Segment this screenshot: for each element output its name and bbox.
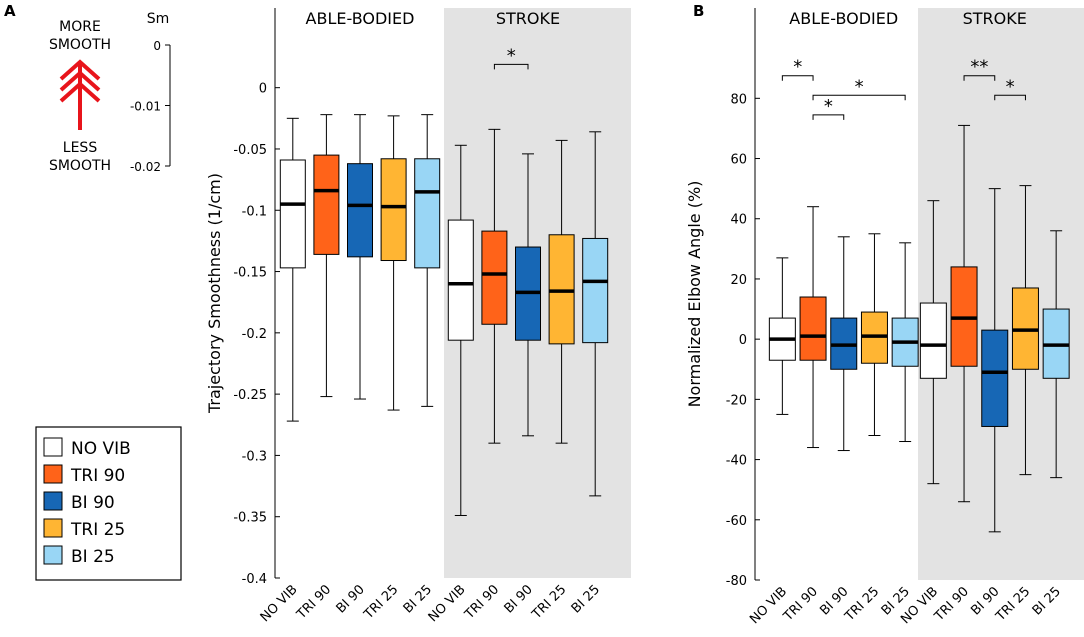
x-tick-label: TRI 25 (842, 584, 883, 625)
box-iqr (447, 219, 474, 341)
y-tick-label: -0.35 (233, 511, 267, 526)
box-iqr (481, 230, 508, 325)
y-tick-label: -0.05 (233, 143, 267, 158)
x-tick-label: TRI 25 (361, 582, 402, 623)
y-axis-label: Normalized Elbow Angle (%) (685, 181, 704, 408)
y-tick-label: -0.15 (233, 266, 267, 281)
x-tick-label: TRI 90 (931, 584, 972, 625)
legend-label: BI 25 (71, 547, 115, 567)
box-iqr (582, 237, 609, 344)
box-iqr (380, 158, 407, 262)
significance-bracket (493, 63, 529, 70)
inset-tick-label: 0 (153, 39, 161, 53)
legend-swatch (43, 518, 63, 538)
legend-label: TRI 90 (70, 466, 125, 486)
y-tick-label: -0.1 (242, 204, 267, 219)
legend-label: BI 90 (71, 493, 115, 513)
legend-items: NO VIB TRI 90 BI 90 TRI 25 BI 25 (43, 437, 131, 567)
smoothness-inset: MORE SMOOTH LESS SMOOTH Sm 0 -0.01 -0.02 (49, 11, 171, 174)
legend: NO VIB TRI 90 BI 90 TRI 25 BI 25 (35, 426, 182, 581)
y-tick-label: -80 (726, 574, 747, 589)
group-label: STROKE (963, 9, 1027, 28)
box-iqr (347, 163, 373, 258)
group-label: ABLE-BODIED (789, 9, 898, 28)
significance-marker: * (793, 57, 802, 78)
x-tick-label: TRI 90 (780, 584, 821, 625)
x-tick-label: TRI 90 (462, 582, 503, 623)
y-tick-label: -0.2 (242, 327, 267, 342)
box-iqr (279, 159, 306, 269)
stroke-shaded-region (918, 8, 1084, 580)
legend-swatch (43, 437, 63, 457)
legend-swatch (43, 491, 63, 511)
inset-less-label: LESS (63, 140, 98, 156)
y-tick-label: 80 (730, 92, 747, 107)
significance-bracket (812, 114, 845, 120)
x-tick-label: TRI 90 (294, 582, 335, 623)
arrow-chevron (59, 70, 101, 92)
panel-b-label: B (693, 2, 704, 20)
significance-bracket (963, 75, 996, 81)
inset-more-label: MORE (59, 19, 101, 35)
x-tick-label: BI 25 (569, 582, 603, 616)
panel-a-label: A (4, 2, 16, 20)
inset-axis-title: Sm (147, 11, 170, 27)
group-label: STROKE (496, 9, 560, 28)
y-tick-label: 20 (730, 273, 747, 288)
inset-ticks: 0 -0.01 -0.02 (130, 39, 170, 174)
significance-marker: * (507, 45, 516, 66)
box-iqr (799, 296, 827, 361)
panel-b-chart: 80 60 40 20 0 -20 -40 -60 -80 Normalized Elbow An… (685, 8, 1084, 627)
inset-tick-label: -0.01 (130, 100, 161, 114)
arrow-chevron (59, 59, 101, 81)
inset-tick-label: -0.02 (130, 160, 161, 174)
legend-swatch (43, 464, 63, 484)
inset-smooth-label-top: SMOOTH (49, 37, 111, 53)
y-tick-label: -0.4 (242, 572, 267, 587)
arrow-chevron (59, 81, 101, 103)
significance-bracket (781, 75, 814, 81)
x-tick-label: NO VIB (747, 584, 790, 627)
significance-marker: ** (970, 57, 988, 78)
x-tick-label: NO VIB (258, 582, 301, 625)
box-iqr (313, 154, 340, 255)
legend-label: NO VIB (71, 439, 131, 459)
legend-swatch (43, 545, 63, 565)
y-tick-label: 40 (730, 213, 747, 228)
significance-marker: * (1006, 76, 1015, 97)
y-tick-label: 0 (739, 333, 747, 348)
significance-bracket (994, 94, 1026, 101)
legend-label: TRI 25 (70, 520, 125, 540)
significance-bracket (812, 94, 906, 101)
more-smooth-arrow-icon (59, 59, 101, 130)
inset-smooth-label-bottom: SMOOTH (49, 158, 111, 174)
x-tick-label: TRI 25 (993, 584, 1034, 625)
y-tick-label: -40 (726, 454, 747, 469)
y-axis-label: Trajectory Smoothness (1/cm) (205, 173, 224, 414)
significance-marker: * (824, 96, 833, 117)
y-tick-label: -0.25 (233, 388, 267, 403)
x-tick-label: NO VIB (426, 582, 469, 625)
box-iqr (919, 302, 947, 379)
y-tick-label: 0 (259, 82, 267, 97)
group-label: ABLE-BODIED (306, 9, 415, 28)
x-tick-label: BI 25 (1030, 584, 1064, 618)
y-tick-label: 60 (730, 153, 747, 168)
significance-marker: * (855, 76, 864, 97)
box-iqr (981, 329, 1009, 427)
panel-a-chart: 0 -0.05 -0.1 -0.15 -0.2 -0.25 -0.3 -0.35 -0.4 Tra… (205, 8, 631, 625)
x-tick-label: TRI 25 (529, 582, 570, 623)
y-tick-label: -20 (726, 393, 747, 408)
y-tick-label: -0.3 (242, 449, 267, 464)
box-iqr (548, 234, 575, 345)
box-iqr (414, 158, 441, 269)
y-tick-label: -60 (726, 514, 747, 529)
